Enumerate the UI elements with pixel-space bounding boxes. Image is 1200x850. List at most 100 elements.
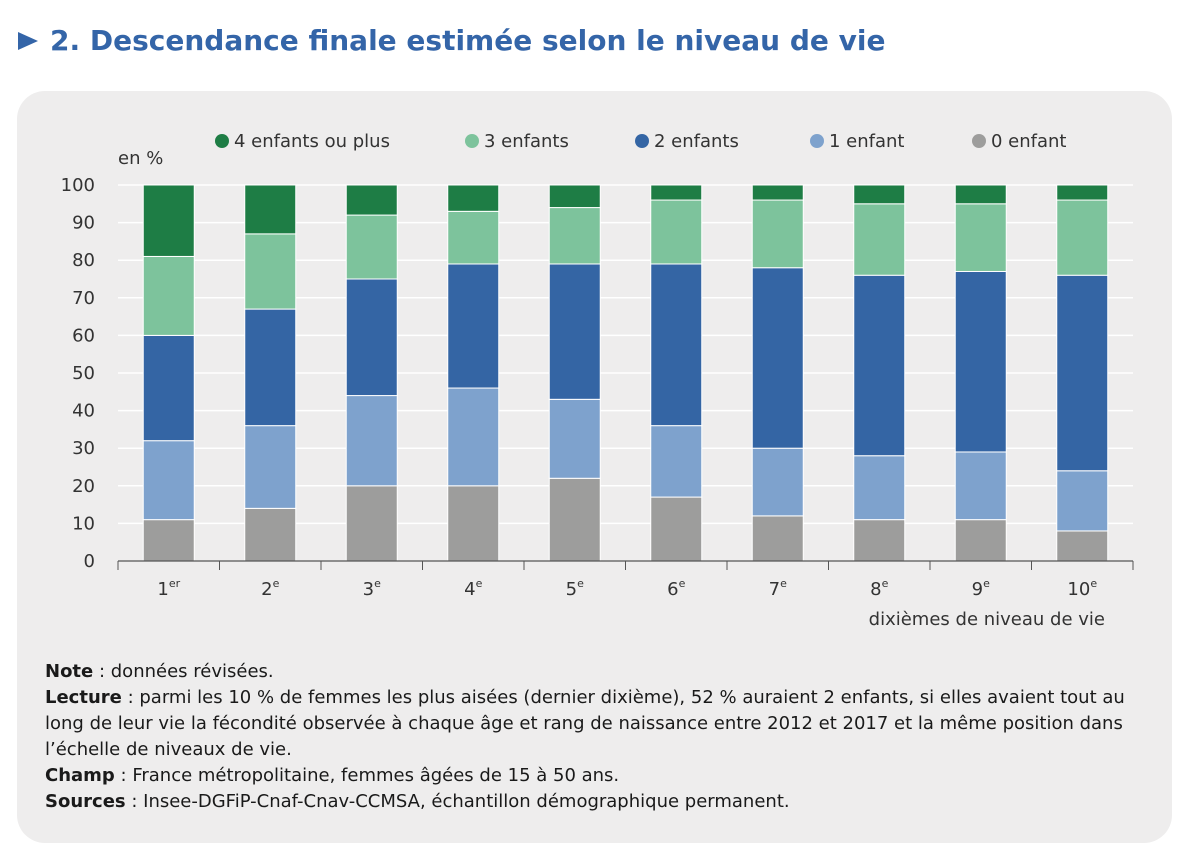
note-line: Note : données révisées. [45, 659, 1155, 685]
note-text: : données révisées. [93, 661, 274, 682]
legend-label-2: 2 enfants [654, 131, 739, 152]
y-tick-label-80: 80 [72, 250, 95, 271]
champ-line: Champ : France métropolitaine, femmes âg… [45, 763, 1155, 789]
legend: 4 enfants ou plus 3 enfants 2 enfants 1 enf… [215, 131, 1067, 152]
bar-segment-10-1 [1056, 470, 1109, 532]
bar-segment-2-0 [244, 507, 297, 562]
x-tick-label-3: 3e [363, 577, 381, 600]
bars [142, 184, 1109, 562]
bar-segment-6-0 [650, 496, 703, 562]
bar-segment-6-1 [650, 425, 703, 498]
bar-segment-8-2 [853, 274, 906, 457]
legend-marker-1 [465, 134, 479, 148]
sources-text: : Insee-DGFiP-Cnaf-Cnav-CCMSA, échantill… [125, 791, 790, 812]
y-tick-label-40: 40 [72, 401, 95, 422]
bar-segment-8-3 [853, 203, 906, 276]
bar-segment-4-1 [447, 387, 500, 487]
bar-segment-2-2 [244, 308, 297, 427]
x-tick-label-10: 10e [1067, 577, 1097, 600]
bar-segment-1-4 [142, 184, 195, 257]
bar-segment-10-2 [1056, 274, 1109, 472]
sources-label: Sources [45, 791, 126, 812]
lecture-label: Lecture [45, 687, 122, 708]
arrow-right-icon [18, 31, 38, 50]
bar-segment-9-1 [954, 451, 1007, 521]
bar-segment-6-3 [650, 199, 703, 265]
legend-label-0: 4 enfants ou plus [234, 131, 390, 152]
bar-segment-5-1 [548, 398, 601, 479]
x-tick-label-9: 9e [972, 577, 990, 600]
bar-segment-5-0 [548, 477, 601, 562]
lecture-line: Lecture : parmi les 10 % de femmes les p… [45, 685, 1155, 763]
x-tick-label-1: 1er [157, 577, 180, 600]
x-tick-label-5: 5e [566, 577, 584, 600]
bar-segment-9-4 [954, 184, 1007, 205]
x-tick-label-4: 4e [464, 577, 482, 600]
legend-marker-3 [810, 134, 824, 148]
bar-segment-10-4 [1056, 184, 1109, 201]
sources-line: Sources : Insee-DGFiP-Cnaf-Cnav-CCMSA, é… [45, 789, 1155, 815]
y-tick-label-30: 30 [72, 438, 95, 459]
note-label: Note [45, 661, 94, 682]
bar-segment-3-0 [345, 485, 398, 562]
bar-segment-2-4 [244, 184, 297, 235]
bar-segment-4-0 [447, 485, 500, 562]
y-tick-label-10: 10 [72, 513, 95, 534]
bar-segment-1-2 [142, 334, 195, 442]
legend-marker-2 [635, 134, 649, 148]
legend-marker-4 [972, 134, 986, 148]
chart-title: 2. Descendance finale estimée selon le n… [18, 24, 885, 57]
x-tick-label-7: 7e [769, 577, 787, 600]
bar-segment-4-2 [447, 263, 500, 389]
chart-notes: Note : données révisées. Lecture : parmi… [45, 659, 1155, 815]
bar-segment-8-1 [853, 455, 906, 521]
bar-segment-7-0 [751, 515, 804, 562]
bar-segment-9-2 [954, 270, 1007, 453]
bar-segment-10-3 [1056, 199, 1109, 276]
bar-segment-4-4 [447, 184, 500, 212]
bar-segment-7-3 [751, 199, 804, 269]
y-tick-label-0: 0 [84, 551, 95, 572]
legend-label-4: 0 enfant [991, 131, 1067, 152]
y-tick-label-70: 70 [72, 288, 95, 309]
bar-segment-1-0 [142, 519, 195, 562]
y-axis-label: en % [118, 148, 163, 169]
y-tick-label-100: 100 [61, 175, 95, 196]
bar-segment-1-1 [142, 440, 195, 521]
y-tick-label-90: 90 [72, 213, 95, 234]
bar-segment-1-3 [142, 255, 195, 336]
x-tick-label-2: 2e [261, 577, 279, 600]
bar-segment-6-2 [650, 263, 703, 427]
x-axis-label: dixièmes de niveau de vie [869, 609, 1105, 630]
champ-label: Champ [45, 765, 115, 786]
bar-segment-5-4 [548, 184, 601, 209]
chart-title-text: 2. Descendance finale estimée selon le n… [50, 24, 886, 57]
stacked-bar-chart: en % 0 10 20 30 40 50 60 70 80 90 100 1er 2e 3e 4e 5e 6e 7… [61, 131, 1134, 630]
bar-segment-5-3 [548, 207, 601, 265]
bar-segment-2-1 [244, 425, 297, 509]
bar-segment-8-0 [853, 519, 906, 562]
bar-segment-4-3 [447, 210, 500, 265]
legend-label-3: 1 enfant [829, 131, 905, 152]
bar-segment-3-1 [345, 395, 398, 487]
bar-segment-10-0 [1056, 530, 1109, 562]
bar-segment-9-3 [954, 203, 1007, 272]
bar-segment-8-4 [853, 184, 906, 205]
bar-segment-5-2 [548, 263, 601, 400]
y-tick-label-50: 50 [72, 363, 95, 384]
bar-segment-2-3 [244, 233, 297, 310]
bar-segment-3-3 [345, 214, 398, 280]
lecture-text: : parmi les 10 % de femmes les plus aisé… [45, 687, 1125, 760]
x-tick-label-8: 8e [870, 577, 888, 600]
x-tick-label-6: 6e [667, 577, 685, 600]
bar-segment-3-4 [345, 184, 398, 216]
chart-panel: en % 0 10 20 30 40 50 60 70 80 90 100 1er 2e 3e 4e 5e 6e 7… [17, 91, 1172, 843]
legend-marker-0 [215, 134, 229, 148]
bar-segment-7-2 [751, 267, 804, 449]
bar-segment-6-4 [650, 184, 703, 201]
legend-label-1: 3 enfants [484, 131, 569, 152]
y-tick-label-60: 60 [72, 325, 95, 346]
bar-segment-7-1 [751, 447, 804, 517]
bar-segment-3-2 [345, 278, 398, 397]
axes: en % 0 10 20 30 40 50 60 70 80 90 100 1er 2e 3e 4e 5e 6e 7… [61, 148, 1134, 630]
